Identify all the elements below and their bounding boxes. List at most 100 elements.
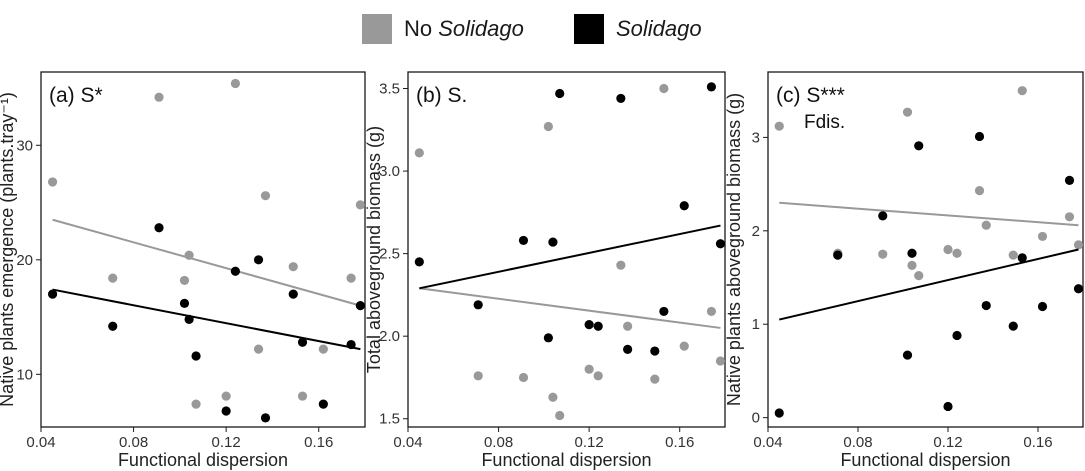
data-point-solidago: [1064, 175, 1075, 185]
x-tick-label: 0.08: [843, 434, 872, 451]
panel-2: 0.04 0.08 0.12 0.16 1.5 2.0 2.5 3.0 3.5 Functiona…: [364, 71, 726, 470]
data-point-no-solidago: [902, 107, 913, 117]
data-point-solidago: [593, 321, 603, 331]
data-point-solidago: [1037, 301, 1048, 312]
data-point-solidago: [154, 223, 164, 233]
data-point-no-solidago: [1037, 231, 1048, 242]
data-point-no-solidago: [878, 249, 888, 259]
data-point-no-solidago: [1017, 86, 1027, 96]
data-point-solidago: [555, 88, 565, 99]
data-point-solidago: [179, 298, 190, 308]
data-point-no-solidago: [650, 374, 660, 384]
data-point-no-solidago: [555, 410, 565, 421]
data-point-no-solidago: [230, 78, 240, 89]
y-tick-label: 0: [752, 410, 760, 427]
data-point-no-solidago: [47, 177, 58, 187]
data-point-no-solidago: [1073, 240, 1084, 250]
data-point-no-solidago: [774, 121, 784, 131]
x-tick-label: 0.16: [304, 434, 333, 451]
fit-line-no-solidago: [779, 201, 1079, 227]
panel-1: 0.04 0.08 0.12 0.16 10 20 30 Functional dispers…: [0, 71, 366, 470]
data-point-solidago: [715, 239, 726, 249]
data-point-no-solidago: [679, 341, 689, 351]
fit-line-solidago: [52, 288, 361, 351]
data-point-solidago: [1008, 321, 1018, 331]
data-point-no-solidago: [473, 371, 483, 381]
data-point-no-solidago: [297, 391, 308, 401]
data-point-no-solidago: [253, 344, 264, 354]
data-point-solidago: [974, 131, 985, 142]
data-point-solidago: [355, 301, 365, 311]
panel-frame: [40, 71, 366, 428]
data-point-solidago: [414, 257, 424, 267]
y-axis-label: Native plants emergence (plants.tray⁻¹): [0, 92, 17, 407]
data-point-no-solidago: [659, 83, 669, 94]
y-tick-label: 2.0: [379, 328, 400, 345]
data-point-no-solidago: [616, 260, 626, 270]
data-point-no-solidago: [154, 92, 164, 102]
data-point-no-solidago: [974, 186, 985, 196]
legend-swatch-no-solidago: [362, 14, 392, 44]
data-point-solidago: [473, 300, 483, 310]
data-point-no-solidago: [1064, 212, 1075, 222]
series-solidago: [47, 223, 365, 423]
data-point-no-solidago: [584, 364, 594, 374]
panel-label: (c) S***: [776, 84, 845, 107]
data-point-no-solidago: [907, 260, 917, 270]
data-point-solidago: [907, 248, 917, 258]
legend-swatch-solidago: [574, 14, 604, 44]
panel-sublabel: Fdis.: [804, 112, 845, 133]
y-axis-label: Total aboveground biomass (g): [364, 126, 384, 373]
x-tick-label: 0.16: [665, 434, 694, 451]
y-tick-label: 30: [16, 137, 33, 154]
y-tick-label: 3.0: [379, 163, 400, 180]
panel-label: (a) S*: [49, 84, 103, 107]
fit-line-solidago: [779, 248, 1079, 321]
legend-label-solidago: Solidago: [616, 16, 702, 41]
fit-line-solidago: [419, 224, 721, 290]
data-point-no-solidago: [518, 372, 529, 383]
data-point-no-solidago: [943, 244, 953, 255]
y-tick-label: 3.5: [379, 81, 400, 98]
y-tick-label: 1.5: [379, 411, 400, 428]
x-tick-label: 0.12: [212, 434, 241, 451]
data-point-solidago: [623, 344, 633, 354]
data-point-solidago: [518, 235, 529, 246]
data-point-no-solidago: [548, 392, 558, 402]
data-point-solidago: [260, 413, 271, 423]
data-point-no-solidago: [108, 273, 118, 283]
data-point-solidago: [833, 250, 843, 260]
y-axis-label: Native plants aboveground biomass (g): [724, 93, 744, 406]
fit-line-no-solidago: [52, 218, 361, 307]
y-tick-label: 2.5: [379, 246, 400, 263]
data-point-solidago: [318, 399, 328, 409]
data-point-solidago: [878, 211, 888, 221]
data-point-no-solidago: [346, 273, 356, 283]
data-point-solidago: [981, 300, 991, 311]
data-point-solidago: [659, 306, 669, 317]
data-point-solidago: [914, 141, 924, 151]
panel-3: 0.04 0.08 0.12 0.16 0 1 2 3 Functional dispersio…: [724, 71, 1084, 470]
data-point-solidago: [297, 337, 308, 347]
x-tick-label: 0.08: [484, 434, 513, 451]
x-tick-label: 0.04: [26, 434, 55, 451]
series-no-solidago: [774, 86, 1084, 281]
x-tick-label: 0.12: [933, 434, 962, 451]
legend: No Solidago Solidago: [0, 0, 1085, 60]
data-point-solidago: [706, 82, 717, 92]
series-solidago: [414, 82, 726, 356]
fit-line-no-solidago: [419, 287, 721, 329]
data-point-no-solidago: [593, 371, 603, 381]
series-no-solidago: [414, 83, 726, 421]
data-point-solidago: [774, 408, 784, 418]
series-no-solidago: [47, 78, 365, 409]
data-point-no-solidago: [952, 248, 962, 258]
data-point-solidago: [288, 289, 298, 299]
data-point-solidago: [548, 237, 558, 247]
data-point-solidago: [616, 93, 626, 104]
data-point-no-solidago: [355, 200, 365, 210]
data-point-solidago: [584, 320, 594, 330]
legend-item-solidago: Solidago: [574, 14, 702, 44]
data-point-solidago: [47, 289, 58, 299]
